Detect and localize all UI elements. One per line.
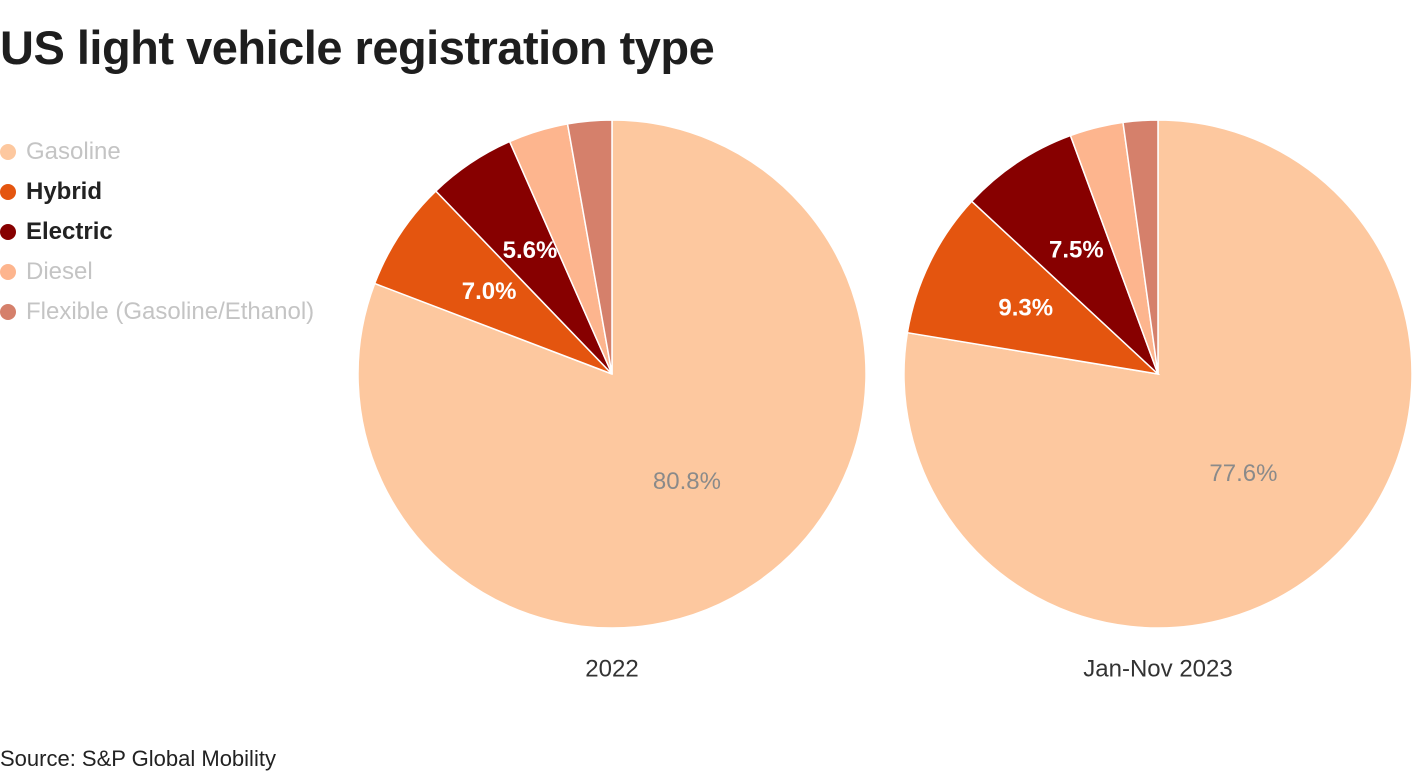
- pie-caption: Jan-Nov 2023: [1083, 655, 1232, 682]
- pie-slice: [357, 119, 867, 629]
- pie-data-label: 7.5%: [1049, 237, 1104, 264]
- legend-swatch: [0, 304, 16, 320]
- legend-label: Electric: [26, 218, 113, 245]
- pie-chart: 77.6% 9.3% 7.5%: [903, 119, 1413, 629]
- legend-item: Hybrid: [0, 172, 314, 212]
- legend-label: Diesel: [26, 258, 93, 285]
- pie-caption: 2022: [585, 655, 638, 682]
- pie-chart: 80.8% 7.0% 5.6%: [357, 119, 867, 629]
- legend-label: Gasoline: [26, 138, 121, 165]
- pie-slice: [373, 189, 613, 375]
- pie-data-label: 80.8%: [653, 468, 721, 495]
- source-note: Source: S&P Global Mobility: [0, 746, 276, 771]
- legend-swatch: [0, 144, 16, 160]
- legend-swatch: [0, 264, 16, 280]
- pie-data-label: 77.6%: [1209, 460, 1277, 487]
- legend-item: Flexible (Gasoline/Ethanol): [0, 292, 314, 332]
- legend-swatch: [0, 184, 16, 200]
- pie-data-label: 9.3%: [998, 295, 1053, 322]
- legend-item: Gasoline: [0, 132, 314, 172]
- pie-slice: [566, 119, 613, 375]
- legend-label: Hybrid: [26, 178, 103, 205]
- pie-slice: [970, 134, 1159, 375]
- legend-label: Flexible (Gasoline/Ethanol): [26, 298, 315, 325]
- pie-slice: [903, 119, 1413, 629]
- legend-swatch: [0, 224, 16, 240]
- legend: Gasoline Hybrid Electric Diesel Flexible (Ga…: [0, 132, 314, 332]
- chart-title: US light vehicle registration type: [0, 21, 715, 74]
- pie-data-label: 5.6%: [503, 237, 558, 264]
- pie-data-label: 7.0%: [462, 278, 517, 305]
- legend-item: Diesel: [0, 252, 314, 292]
- pie-slice: [906, 200, 1161, 376]
- pie-slice: [1122, 119, 1159, 375]
- legend-item: Electric: [0, 212, 314, 252]
